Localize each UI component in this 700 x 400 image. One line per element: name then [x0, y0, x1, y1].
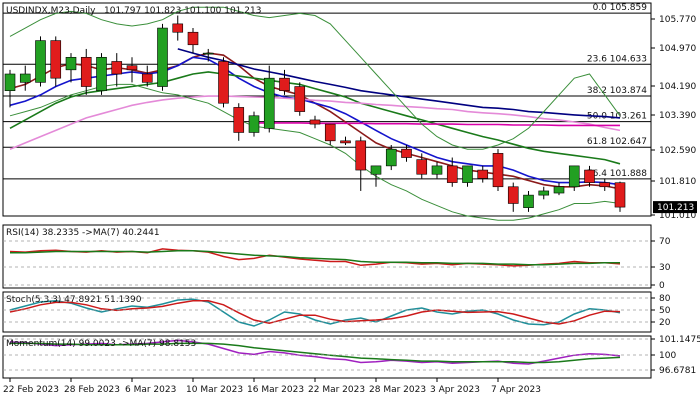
price-tick-label-4: 102.590: [659, 146, 696, 156]
price-tick-label-3: 103.390: [659, 111, 696, 121]
momentum-panel-tick-label-1: 100: [659, 351, 676, 361]
candle-body-19: [294, 86, 306, 112]
candle-body-1: [19, 73, 31, 83]
candle-body-28: [431, 165, 443, 175]
date-tick-label-2: 6 Mar 2023: [125, 385, 176, 395]
stoch-panel: Stoch(5,3,3) 47.8921 51.1390 80 50 20: [2, 291, 671, 333]
candle-body-31: [477, 169, 489, 179]
price-line-4: [9, 95, 621, 150]
stoch-panel-tick-label-0: 80: [659, 294, 671, 304]
fib-label-3: 50.0 103.261: [587, 112, 647, 122]
candle-body-11: [172, 23, 184, 33]
momentum-panel-frame: [2, 335, 652, 379]
rsi-panel-frame: [2, 224, 652, 289]
fib-label-4: 61.8 102.647: [587, 137, 647, 147]
last-price-badge: [653, 201, 697, 214]
candle-body-39: [599, 182, 611, 188]
candle-body-17: [263, 77, 275, 129]
candle-body-33: [507, 186, 519, 204]
price-tick-label-5: 101.810: [659, 177, 696, 187]
date-tick-label-1: 28 Feb 2023: [64, 385, 120, 395]
fib-label-1: 23.6 104.633: [587, 54, 647, 64]
candle-body-13: [202, 52, 214, 55]
candle-body-22: [340, 140, 351, 144]
candle-body-18: [279, 77, 290, 92]
candle-body-30: [462, 165, 473, 183]
price-line-6: [9, 6, 621, 150]
stoch-panel-tick-label-2: 20: [659, 318, 671, 328]
candle-body-6: [96, 56, 107, 92]
date-tick-label-4: 16 Mar 2023: [247, 385, 304, 395]
momentum-panel-series-1: [10, 342, 621, 364]
candle-body-34: [523, 194, 534, 208]
price-line-2: [9, 71, 621, 165]
candle-body-10: [157, 27, 168, 87]
candle-body-35: [538, 190, 550, 196]
fib-label-0: 0.0 105.859: [593, 3, 648, 13]
candle-body-5: [80, 56, 92, 87]
date-tick-label-7: 3 Apr 2023: [430, 385, 480, 395]
rsi-panel-tick-label-0: 70: [659, 237, 671, 247]
candle-body-23: [355, 140, 367, 171]
price-panel-frame: [2, 2, 652, 217]
last-price-label: 101.213: [657, 203, 694, 213]
stoch-panel-frame: [2, 291, 652, 333]
price-tick-label-2: 104.190: [659, 82, 696, 92]
date-tick-label-6: 28 Mar 2023: [369, 385, 426, 395]
stoch-panel-title: Stoch(5,3,3) 47.8921 51.1390: [6, 295, 142, 305]
date-tick-label-3: 10 Mar 2023: [186, 385, 243, 395]
ohlc-readout: 101.797 101.823 101.100 101.213: [104, 6, 261, 16]
rsi-panel-series-1: [10, 250, 621, 266]
candle-body-3: [50, 40, 62, 79]
date-tick-label-0: 22 Feb 2023: [3, 385, 59, 395]
price-tick-label-6: 101.010: [659, 211, 696, 221]
candle-body-12: [187, 31, 199, 46]
candle-body-9: [141, 73, 153, 83]
fib-label-5: 76.4 101.888: [587, 169, 647, 179]
momentum-panel-tick-label-0: 101.1475: [659, 335, 700, 345]
momentum-panel-tick-label-2: 96.6781: [659, 366, 696, 376]
momentum-panel-title: Momentum(14) 99.0023 ->MA(7) 98.8153: [6, 339, 196, 349]
candle-body-27: [416, 159, 428, 175]
chart-title: USDINDX,M23,Daily: [6, 6, 96, 16]
candle-body-7: [111, 61, 123, 75]
rsi-panel: RSI(14) 38.2335 ->MA(7) 40.2441 70 30 0: [2, 224, 671, 291]
rsi-panel-title: RSI(14) 38.2335 ->MA(7) 40.2441: [6, 228, 160, 238]
rsi-panel-tick-label-1: 30: [659, 263, 671, 273]
price-line-7: [9, 83, 621, 221]
candle-body-16: [248, 115, 260, 133]
momentum-panel: Momentum(14) 99.0023 ->MA(7) 98.8153 101.…: [2, 335, 700, 379]
candle-body-15: [233, 107, 245, 133]
candle-body-37: [568, 165, 580, 188]
candle-body-36: [553, 186, 565, 194]
fib-label-2: 38.2 103.874: [587, 86, 647, 96]
price-line-1: [9, 56, 621, 186]
rsi-panel-tick-label-2: 0: [659, 281, 665, 291]
price-line-3: [177, 48, 621, 119]
candle-body-40: [614, 182, 626, 208]
candle-body-4: [65, 56, 77, 71]
price-panel: 0.0 105.859 23.6 104.633 38.2 103.874 50.0 …: [2, 2, 697, 221]
candle-body-0: [4, 73, 16, 92]
candle-body-38: [584, 169, 595, 183]
date-tick-label-5: 22 Mar 2023: [308, 385, 365, 395]
candle-body-21: [324, 123, 336, 142]
candle-body-25: [385, 148, 397, 167]
candle-body-29: [446, 165, 458, 183]
candle-body-32: [492, 153, 504, 188]
candle-body-2: [35, 40, 46, 83]
candle-body-26: [401, 148, 412, 158]
candle-body-24: [370, 165, 382, 175]
candle-body-8: [126, 65, 138, 71]
candle-body-20: [309, 119, 321, 125]
stoch-panel-tick-label-1: 50: [659, 306, 671, 316]
date-tick-label-8: 7 Apr 2023: [491, 385, 541, 395]
price-tick-label-0: 105.770: [659, 15, 696, 25]
x-axis: 22 Feb 2023 28 Feb 2023 6 Mar 2023 10 Mar 2…: [3, 378, 541, 395]
candle-body-14: [218, 61, 229, 104]
price-tick-label-1: 104.970: [659, 44, 696, 54]
